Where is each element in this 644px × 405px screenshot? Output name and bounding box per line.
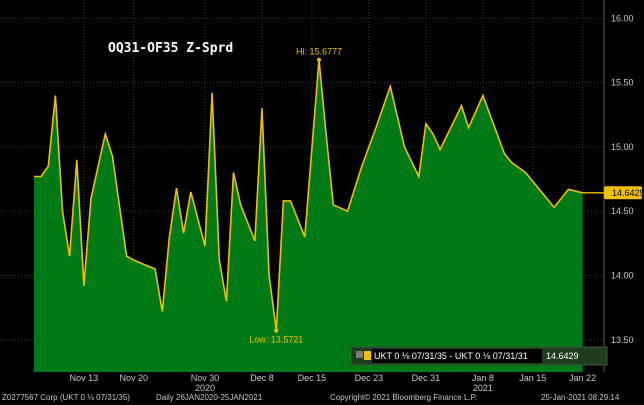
last-value-label: 14.6429 xyxy=(612,188,644,198)
footer-security: Z0277567 Corp (UKT 0 ⅛ 07/31/35) xyxy=(2,393,130,402)
hi-label: Hi: 15.6777 xyxy=(296,47,342,57)
low-label: Low: 13.5721 xyxy=(249,335,303,345)
x-tick-label: Jan 15 xyxy=(519,373,546,383)
footer-range: Daily 26JAN2020-25JAN2021 xyxy=(156,393,263,402)
annotations: Hi: 15.6777 Low: 13.5721 xyxy=(249,47,604,345)
series-area xyxy=(34,59,583,372)
last-value-box xyxy=(604,186,642,200)
y-tick-label: 15.00 xyxy=(611,142,634,152)
footer: Z0277567 Corp (UKT 0 ⅛ 07/31/35) Daily 2… xyxy=(0,392,644,405)
chart-title: OQ31-OF35 Z-Sprd xyxy=(108,41,233,56)
x-tick-label: Dec 23 xyxy=(355,373,384,383)
y-axis: 13.50 14.00 14.50 15.00 15.50 16.00 xyxy=(611,13,634,345)
legend-label: UKT 0 ⅛ 07/31/35 - UKT 0 ⅛ 07/31/31 xyxy=(374,351,528,361)
y-tick-label: 14.50 xyxy=(611,206,634,216)
x-tick-label: Nov 30 xyxy=(191,373,220,383)
legend-value: 14.6429 xyxy=(546,351,579,361)
x-tick-label: Dec 31 xyxy=(412,373,441,383)
x-tick-label: Dec 15 xyxy=(298,373,327,383)
x-tick-label: Jan 22 xyxy=(569,373,596,383)
legend[interactable]: UKT 0 ⅛ 07/31/35 - UKT 0 ⅛ 07/31/31 14.6… xyxy=(350,346,608,366)
legend-series-swatch xyxy=(364,351,371,360)
y-tick-label: 16.00 xyxy=(611,13,634,23)
x-year-label: 2020 xyxy=(195,383,215,393)
footer-timestamp: 25-Jan-2021 08:29:14 xyxy=(541,393,620,402)
series-line xyxy=(34,59,583,331)
x-tick-label: Dec 8 xyxy=(250,373,274,383)
last-value-marker: 14.6429 xyxy=(604,186,644,200)
legend-swatch xyxy=(356,351,363,358)
legend-label-bg xyxy=(372,349,542,363)
y-tick-label: 14.00 xyxy=(611,271,634,281)
x-tick-label: Jan 8 xyxy=(472,373,494,383)
x-year-label: 2021 xyxy=(473,383,493,393)
footer-copyright: Copyright© 2021 Bloomberg Finance L.P. xyxy=(330,393,478,402)
hi-marker xyxy=(317,57,321,62)
low-marker xyxy=(274,328,279,333)
y-tick-label: 15.50 xyxy=(611,78,634,88)
y-tick-label: 13.50 xyxy=(611,335,634,345)
x-tick-label: Nov 20 xyxy=(119,373,148,383)
x-tick-label: Nov 13 xyxy=(70,373,99,383)
x-axis: Nov 13 Nov 20 Nov 30 Dec 8 Dec 15 Dec 23 Dec 3… xyxy=(70,373,597,393)
